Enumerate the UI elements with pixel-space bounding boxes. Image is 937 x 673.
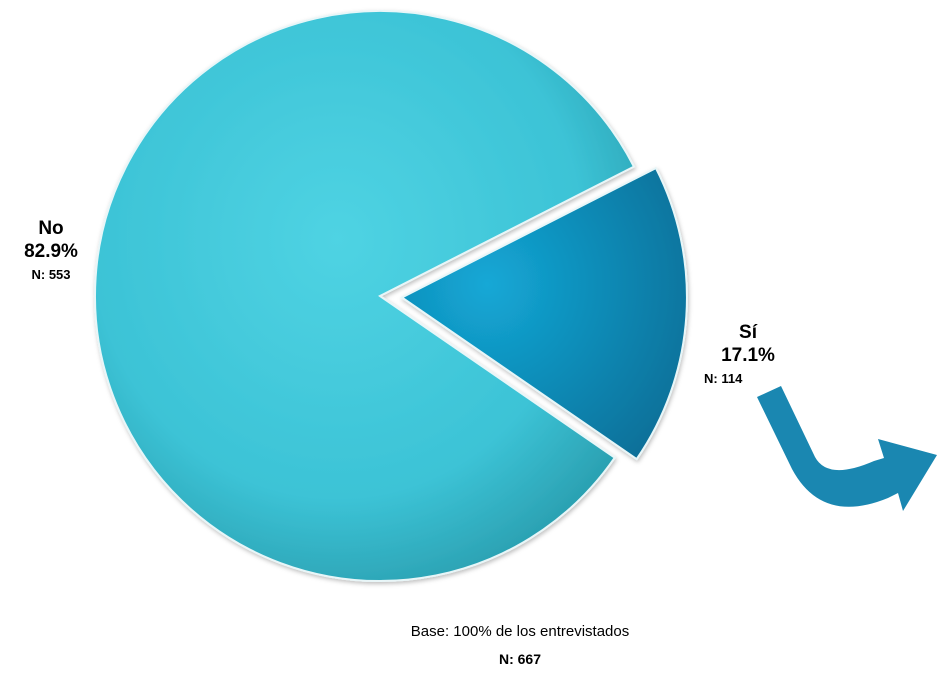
slice-name-no: No [38,218,64,239]
slice-count-si: N: 114 [704,371,743,386]
slice-count-no: N: 553 [31,267,71,282]
slice-label-si: Sí 17.1% N: 114 [700,322,796,390]
chart-footer: Base: 100% de los entrevistados N: 667 [340,622,700,670]
pie-slice-si [400,166,688,461]
slice-label-no: No 82.9% N: 553 [18,218,84,286]
total-count: N: 667 [498,651,542,667]
base-note: Base: 100% de los entrevistados [410,623,630,640]
curved-arrow-icon [757,386,937,511]
slice-percent-si: 17.1% [721,345,775,366]
slice-percent-no: 82.9% [24,241,78,262]
pie-slice-no [94,10,636,582]
slice-name-si: Sí [739,322,757,343]
